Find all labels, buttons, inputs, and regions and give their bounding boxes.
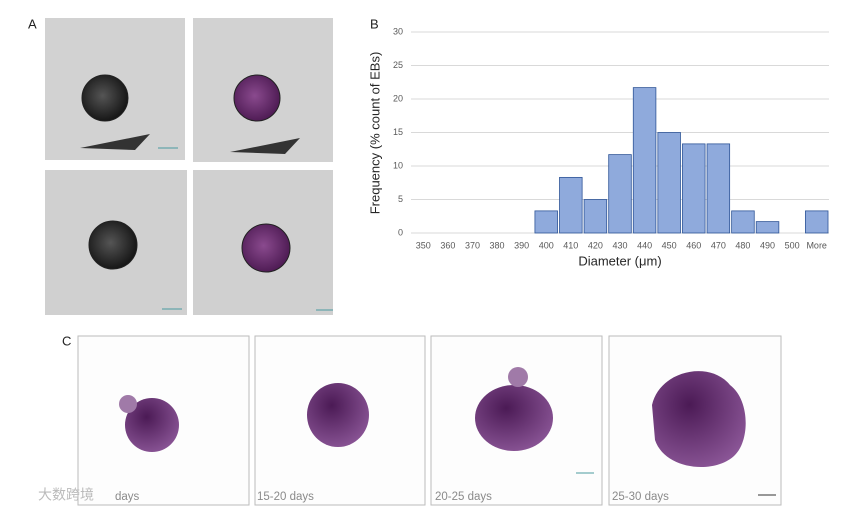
bar — [632, 87, 657, 234]
panel-label: B — [370, 16, 379, 31]
x-tick-label: More — [806, 240, 827, 250]
x-tick-label: 420 — [588, 240, 603, 250]
y-tick-label: 20 — [393, 93, 403, 103]
embryoid-body — [307, 383, 369, 447]
x-tick-label: 360 — [440, 240, 455, 250]
y-axis-title: Frequency (% count of EBs) — [367, 52, 382, 215]
embryoid-body — [233, 74, 281, 122]
bar — [608, 154, 632, 234]
micrograph-grid — [45, 18, 333, 315]
bar — [804, 210, 829, 234]
embryoid-body — [81, 74, 129, 122]
embryoid-body — [241, 223, 291, 273]
bar — [706, 143, 731, 234]
caption: 25-30 days — [612, 491, 669, 503]
bud — [508, 367, 528, 387]
debris — [230, 138, 300, 154]
x-tick-label: 480 — [735, 240, 750, 250]
embryoid-body — [652, 371, 746, 467]
x-tick-label: 400 — [539, 240, 554, 250]
bar — [755, 221, 780, 234]
x-tick-label: 380 — [490, 240, 505, 250]
y-tick-label: 25 — [393, 60, 403, 70]
panel-label: C — [62, 333, 71, 348]
bar — [583, 199, 608, 234]
bar — [559, 176, 583, 234]
y-tick-label: 30 — [393, 26, 403, 36]
x-tick-label: 450 — [662, 240, 677, 250]
embryoid-body — [125, 398, 179, 452]
x-tick-label: 370 — [465, 240, 480, 250]
x-tick-label: 470 — [711, 240, 726, 250]
caption: 20-25 days — [435, 491, 492, 503]
x-tick-label: 440 — [637, 240, 652, 250]
embryoid-body — [88, 220, 138, 270]
bar — [657, 132, 681, 234]
timecourse — [77, 335, 782, 506]
bar — [534, 210, 558, 234]
x-tick-label: 500 — [785, 240, 800, 250]
caption: 15-20 days — [257, 491, 314, 503]
x-tick-label: 460 — [686, 240, 701, 250]
y-tick-label: 0 — [398, 227, 403, 237]
y-tick-label: 5 — [398, 194, 403, 204]
bud — [119, 395, 137, 413]
embryoid-body — [475, 385, 553, 451]
y-tick-label: 15 — [393, 127, 403, 137]
x-tick-label: 490 — [760, 240, 775, 250]
debris — [80, 134, 150, 150]
x-axis-title: Diameter (μm) — [578, 253, 661, 268]
x-tick-label: 350 — [416, 240, 431, 250]
panel-label: A — [28, 16, 37, 31]
x-tick-label: 430 — [612, 240, 627, 250]
bar — [731, 210, 755, 234]
watermark: 大数跨境 — [38, 487, 94, 503]
bar — [682, 143, 706, 234]
caption: days — [115, 491, 140, 503]
x-tick-label: 390 — [514, 240, 529, 250]
x-tick-label: 410 — [563, 240, 578, 250]
y-tick-label: 10 — [393, 160, 403, 170]
